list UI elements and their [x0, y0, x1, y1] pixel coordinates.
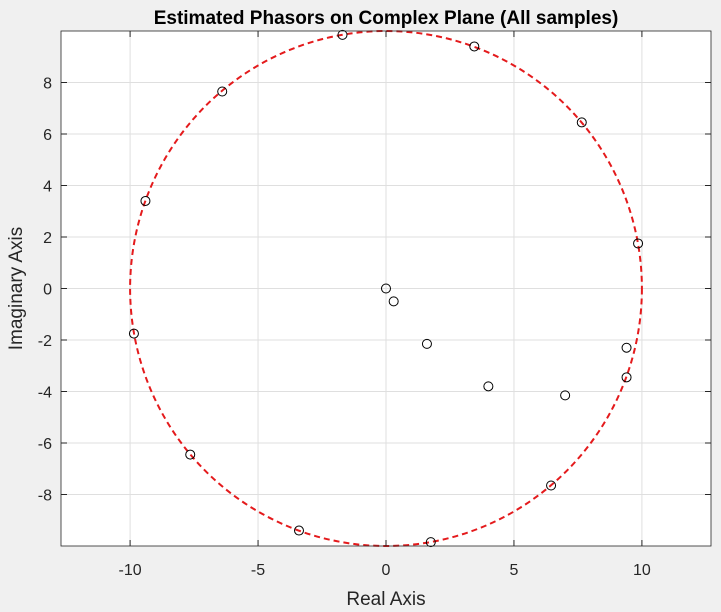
y-tick-label: -8: [38, 488, 52, 505]
y-axis-label: Imaginary Axis: [6, 227, 27, 351]
phasor-point: [560, 390, 571, 401]
chart-title: Estimated Phasors on Complex Plane (All …: [154, 8, 619, 29]
y-tick-label: 2: [43, 230, 52, 247]
phasor-point: [483, 381, 494, 392]
x-tick-label: 0: [382, 562, 391, 579]
phasor-point: [293, 525, 304, 536]
phasor-point: [621, 342, 632, 353]
phasor-point: [425, 537, 436, 548]
y-tick-label: -2: [38, 333, 52, 350]
phasor-point: [185, 449, 196, 460]
phasor-point: [633, 238, 644, 249]
y-tick-label: -4: [38, 385, 52, 402]
y-tick-label: 6: [43, 127, 52, 144]
phasor-point: [576, 117, 587, 128]
y-tick-label: 8: [43, 76, 52, 93]
phasor-point: [469, 41, 480, 52]
phasor-point: [217, 86, 228, 97]
x-tick-label: 10: [633, 562, 651, 579]
data-points: [128, 29, 644, 548]
y-tick-label: 4: [43, 179, 52, 196]
x-axis-label: Real Axis: [346, 589, 425, 610]
phasor-point: [388, 296, 399, 307]
phasor-point: [381, 283, 391, 294]
axis-ticks: [61, 31, 711, 546]
phasor-point: [128, 328, 139, 339]
tick-labels: -10 -5 0 5 10 -8 -6 -4 -2 0 2 4 6 8: [38, 76, 651, 580]
x-tick-label: 5: [509, 562, 518, 579]
x-tick-label: -5: [251, 562, 265, 579]
phasor-point: [421, 338, 432, 349]
phasor-point: [621, 372, 632, 383]
y-tick-label: 0: [43, 282, 52, 299]
phasor-point: [337, 29, 348, 40]
grid: [61, 31, 711, 546]
y-tick-label: -6: [38, 436, 52, 453]
phasor-point: [546, 480, 557, 491]
phasor-point: [140, 195, 151, 206]
x-tick-label: -10: [119, 562, 142, 579]
